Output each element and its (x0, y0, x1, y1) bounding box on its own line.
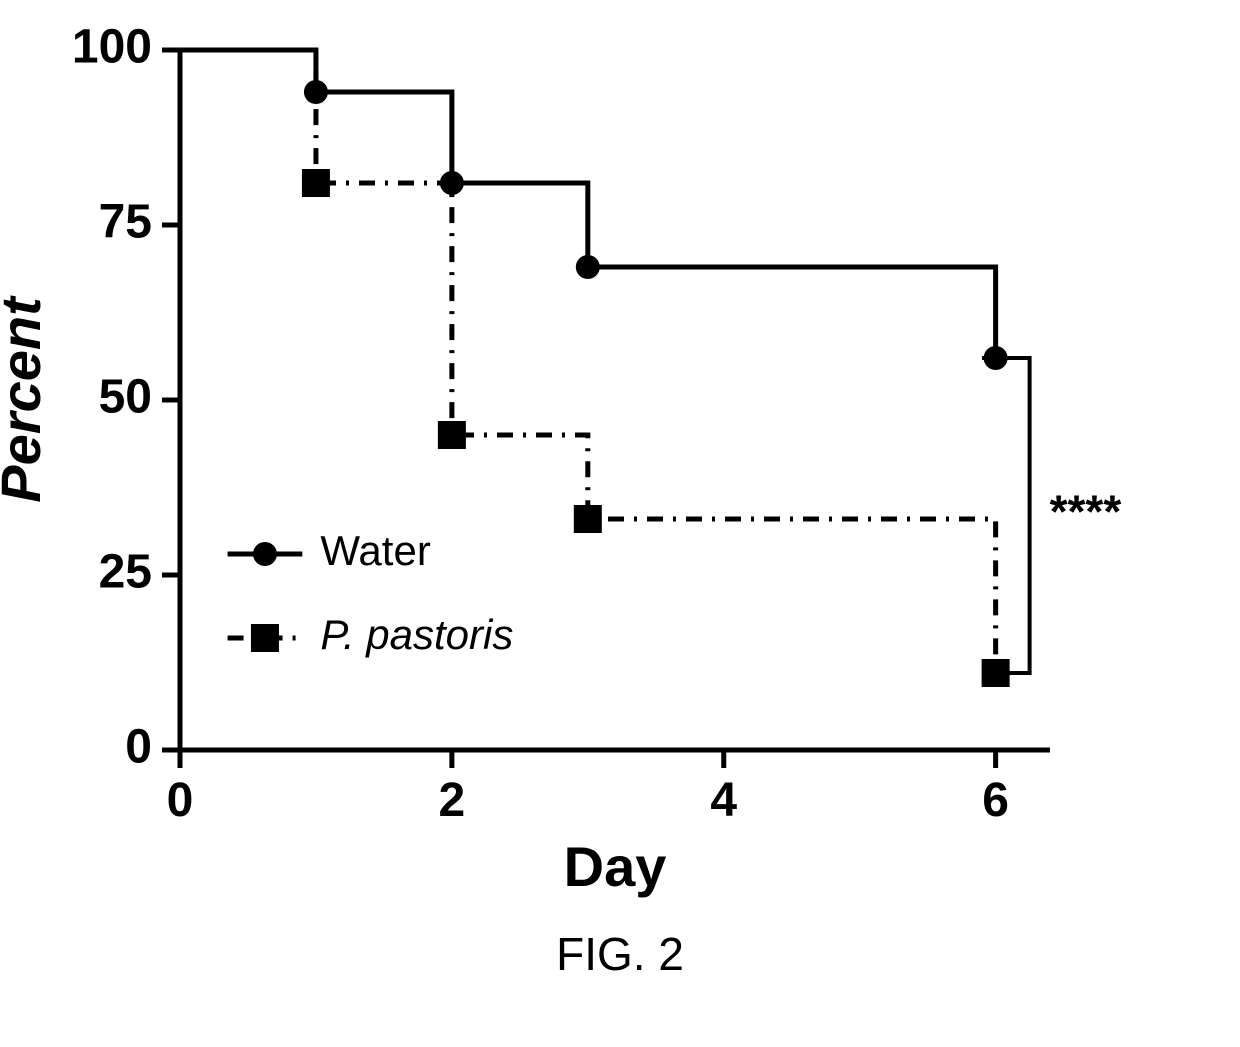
y-tick-label: 75 (99, 196, 152, 249)
legend-marker-pastoris (251, 624, 279, 652)
legend-label-pastoris: P. pastoris (320, 611, 513, 658)
survival-chart: 0 25 50 75 100 0 2 4 6 Day Percent Water P. pastoris… (0, 0, 1240, 1047)
legend-marker-water (253, 542, 277, 566)
significance-stars: **** (1050, 486, 1122, 538)
x-tick-label: 0 (167, 774, 194, 827)
figure-caption: FIG. 2 (556, 928, 684, 980)
marker-water (576, 255, 600, 279)
y-tick-label: 25 (99, 546, 152, 599)
y-axis-label: Percent (0, 295, 52, 503)
x-tick-label: 6 (982, 774, 1009, 827)
x-axis-label: Day (564, 835, 667, 898)
y-tick-label: 50 (99, 371, 152, 424)
y-tick-label: 100 (72, 21, 152, 74)
legend-label-water: Water (320, 527, 430, 574)
x-tick-label: 4 (710, 774, 737, 827)
marker-pastoris (574, 505, 602, 533)
x-tick-label: 2 (439, 774, 466, 827)
marker-pastoris (302, 169, 330, 197)
marker-pastoris (438, 421, 466, 449)
y-tick-label: 0 (125, 721, 152, 774)
figure-container: 0 25 50 75 100 0 2 4 6 Day Percent Water P. pastoris… (0, 0, 1240, 1047)
